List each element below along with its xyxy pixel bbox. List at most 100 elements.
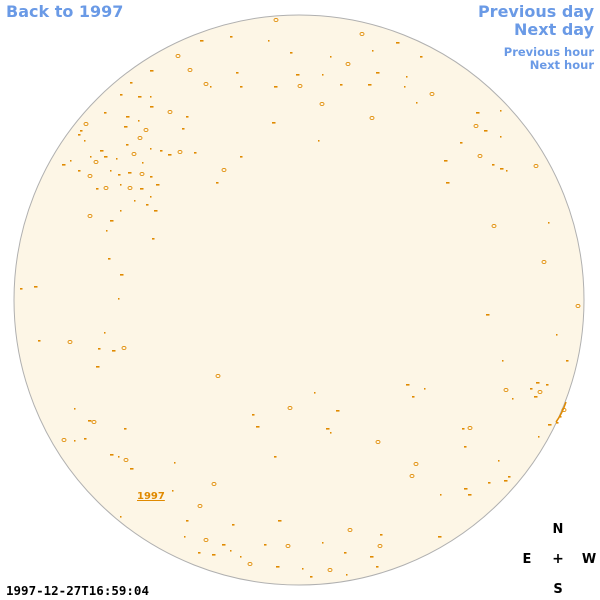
- feature-mark: [84, 438, 87, 440]
- feature-mark: [130, 82, 133, 84]
- feature-mark: [203, 537, 209, 543]
- feature-mark: [318, 140, 320, 142]
- feature-mark: [575, 303, 581, 309]
- feature-mark: [438, 536, 442, 538]
- feature-mark: [167, 109, 173, 115]
- feature-mark: [372, 50, 374, 52]
- feature-mark: [106, 230, 108, 232]
- region-link[interactable]: 1997: [137, 491, 165, 502]
- feature-mark: [150, 70, 154, 72]
- next-hour-link[interactable]: Next hour: [529, 58, 594, 72]
- feature-mark: [546, 384, 549, 386]
- feature-mark: [252, 414, 255, 416]
- feature-mark: [500, 168, 504, 170]
- feature-mark: [104, 156, 108, 158]
- feature-mark: [124, 428, 127, 430]
- feature-mark: [154, 210, 158, 212]
- timestamp: 1997-12-27T16:59:04: [6, 583, 149, 598]
- feature-mark: [537, 389, 543, 395]
- feature-mark: [488, 482, 491, 484]
- feature-mark: [187, 67, 193, 73]
- feature-mark: [84, 140, 86, 142]
- compass-east: E: [522, 552, 532, 567]
- feature-mark: [131, 151, 137, 157]
- feature-mark: [120, 210, 122, 212]
- feature-mark: [340, 84, 343, 86]
- feature-mark: [548, 424, 552, 426]
- feature-mark: [376, 72, 380, 74]
- feature-mark: [396, 42, 400, 44]
- feature-mark: [256, 426, 260, 428]
- feature-mark: [194, 152, 197, 154]
- feature-mark: [460, 142, 463, 144]
- feature-mark: [210, 86, 212, 88]
- feature-mark: [504, 480, 508, 482]
- feature-mark: [556, 334, 558, 336]
- feature-mark: [530, 388, 533, 390]
- compass-north: N: [552, 522, 564, 537]
- feature-mark: [503, 387, 509, 393]
- feature-mark: [468, 494, 472, 496]
- feature-mark: [310, 576, 313, 578]
- feature-mark: [467, 425, 473, 431]
- feature-mark: [83, 121, 89, 127]
- feature-mark: [297, 83, 303, 89]
- feature-mark: [156, 184, 160, 186]
- feature-mark: [232, 524, 235, 526]
- next-day-link[interactable]: Next day: [514, 20, 594, 39]
- feature-mark: [534, 396, 538, 398]
- previous-day-link[interactable]: Previous day: [477, 2, 594, 21]
- feature-mark: [477, 153, 483, 159]
- feature-mark: [112, 350, 116, 352]
- feature-mark: [198, 552, 201, 554]
- feature-mark: [406, 76, 408, 78]
- feature-mark: [230, 550, 232, 552]
- feature-mark: [492, 164, 495, 166]
- feature-mark: [444, 160, 448, 162]
- feature-mark: [376, 566, 379, 568]
- feature-mark: [464, 446, 467, 448]
- feature-mark: [90, 156, 92, 158]
- feature-mark: [264, 544, 267, 546]
- feature-mark: [533, 163, 539, 169]
- feature-mark: [110, 454, 114, 456]
- feature-mark: [67, 339, 73, 345]
- feature-mark: [344, 552, 347, 554]
- feature-mark: [416, 102, 418, 104]
- feature-mark: [104, 332, 106, 334]
- feature-mark: [560, 416, 562, 418]
- feature-mark: [473, 123, 479, 129]
- feature-mark: [484, 130, 488, 132]
- feature-mark: [20, 288, 23, 290]
- feature-mark: [124, 126, 128, 128]
- feature-mark: [150, 148, 152, 150]
- feature-mark: [290, 52, 293, 54]
- feature-mark: [88, 420, 92, 422]
- feature-mark: [168, 154, 172, 156]
- back-to-year-link[interactable]: Back to 1997: [6, 2, 124, 21]
- feature-mark: [500, 136, 502, 138]
- feature-mark: [556, 422, 559, 424]
- feature-mark: [96, 188, 99, 190]
- feature-mark: [186, 520, 189, 522]
- feature-mark: [160, 150, 163, 152]
- feature-mark: [182, 128, 185, 130]
- feature-mark: [566, 360, 569, 362]
- previous-hour-link[interactable]: Previous hour: [503, 45, 594, 59]
- feature-mark: [346, 574, 348, 576]
- feature-mark: [34, 286, 38, 288]
- feature-mark: [440, 494, 442, 496]
- feature-mark: [247, 561, 253, 567]
- feature-mark: [369, 115, 375, 121]
- feature-mark: [413, 461, 419, 467]
- feature-mark: [216, 182, 219, 184]
- feature-mark: [98, 348, 101, 350]
- feature-mark: [491, 223, 497, 229]
- feature-mark: [120, 516, 122, 518]
- feature-mark: [268, 40, 270, 42]
- feature-mark: [138, 120, 140, 122]
- feature-mark: [272, 122, 276, 124]
- feature-mark: [464, 488, 468, 490]
- feature-mark: [273, 17, 279, 23]
